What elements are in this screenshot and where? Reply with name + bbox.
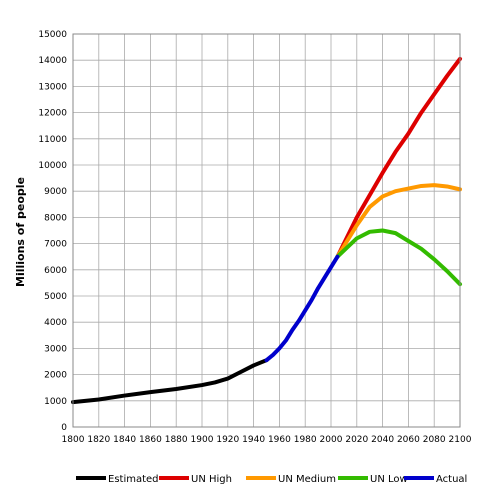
plot-frame xyxy=(72,33,461,428)
x-tick-label: 1820 xyxy=(87,435,110,445)
series-line-un-medium xyxy=(335,183,462,259)
legend-label-un-high: UN High xyxy=(191,474,232,485)
y-tick-label: 15000 xyxy=(38,30,67,40)
legend-label-estimated: Estimated xyxy=(108,474,159,485)
x-tick-label: 1860 xyxy=(139,435,162,445)
x-tick-label: 2060 xyxy=(397,435,420,445)
series-line-un-high xyxy=(335,56,462,259)
y-tick-label: 5000 xyxy=(44,292,67,302)
x-tick-label: 1840 xyxy=(113,435,136,445)
x-tick-label: 1920 xyxy=(216,435,239,445)
x-tick-label: 1960 xyxy=(268,435,291,445)
y-tick-label: 0 xyxy=(61,423,67,433)
series-layer xyxy=(71,56,462,405)
x-tick-label: 1880 xyxy=(165,435,188,445)
y-tick-label: 6000 xyxy=(44,266,67,276)
x-tick-label: 2020 xyxy=(345,435,368,445)
x-tick-label: 1900 xyxy=(191,435,214,445)
legend-label-un-low: UN Low xyxy=(370,474,408,485)
grid xyxy=(72,33,461,428)
x-tick-label: 1940 xyxy=(242,435,265,445)
plot-area xyxy=(73,34,460,427)
y-tick-label: 10000 xyxy=(38,161,67,171)
x-tick-label: 2100 xyxy=(449,435,472,445)
y-tick-label: 9000 xyxy=(44,187,67,197)
series-line-un-low xyxy=(335,228,462,287)
x-tick-label: 1980 xyxy=(294,435,317,445)
x-tick-label: 2000 xyxy=(320,435,343,445)
series-line-actual xyxy=(264,254,340,363)
axes: 1800 1820 1840 1860 1880 1900 1920 1940 1960 1980… xyxy=(38,30,471,445)
y-tick-label: 8000 xyxy=(44,213,67,223)
y-tick-label: 7000 xyxy=(44,240,67,250)
y-axis-label: Millions of people xyxy=(14,177,27,287)
y-tick-label: 1000 xyxy=(44,397,67,407)
y-tick-label: 14000 xyxy=(38,56,67,66)
y-tick-label: 13000 xyxy=(38,82,67,92)
y-tick-label: 4000 xyxy=(44,318,67,328)
legend: Estimated UN High UN Medium UN Low Actual xyxy=(76,474,467,485)
y-tick-label: 12000 xyxy=(38,109,67,119)
series-line-estimated xyxy=(71,358,269,405)
x-tick-label: 1800 xyxy=(62,435,85,445)
legend-label-un-medium: UN Medium xyxy=(278,474,336,485)
x-tick-label: 2040 xyxy=(371,435,394,445)
y-tick-label: 3000 xyxy=(44,344,67,354)
x-tick-label: 2080 xyxy=(423,435,446,445)
y-tick-label: 11000 xyxy=(38,135,67,145)
legend-label-actual: Actual xyxy=(436,474,467,485)
y-tick-label: 2000 xyxy=(44,371,67,381)
